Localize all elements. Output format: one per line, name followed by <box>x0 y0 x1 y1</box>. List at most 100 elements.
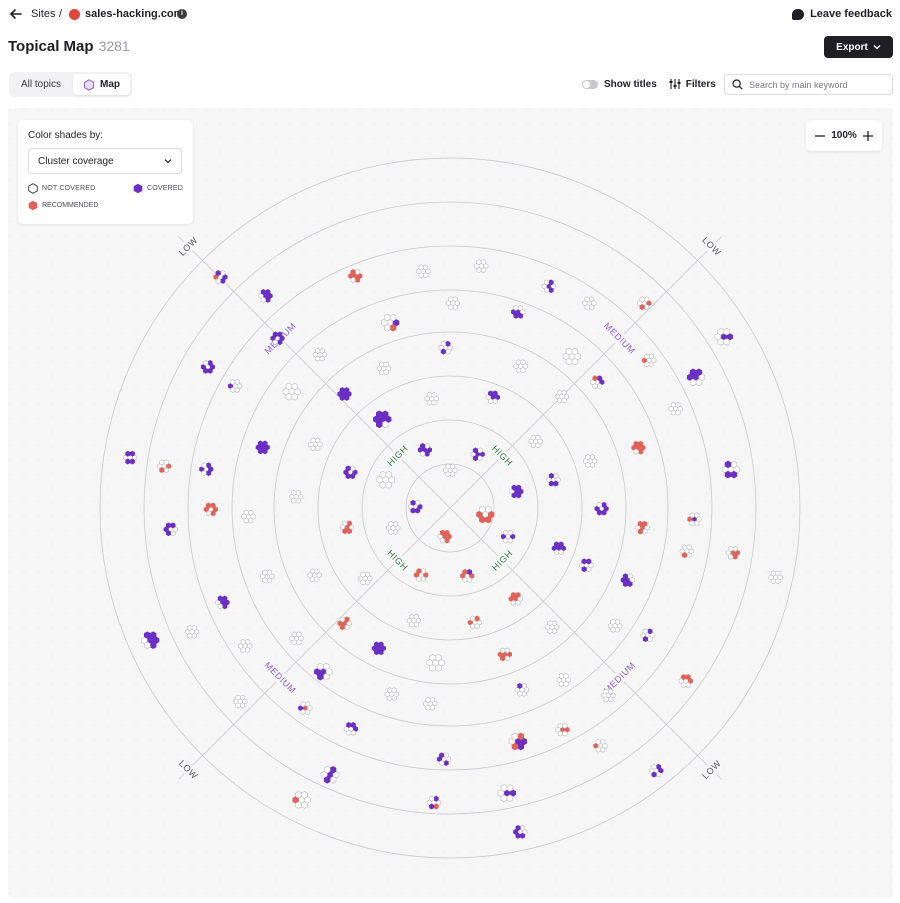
topic-hexagon <box>644 361 650 368</box>
topic-hexagon <box>516 492 522 499</box>
minus-icon[interactable] <box>813 129 827 143</box>
zone-label-medium-bg <box>601 659 639 697</box>
topic-hexagon <box>420 450 426 457</box>
topic-hexagon <box>423 264 429 271</box>
tab-all-topics[interactable]: All topics <box>11 74 71 95</box>
zone-label-high-bg <box>488 441 517 470</box>
topic-hexagon <box>329 765 337 774</box>
chat-bubble-icon <box>792 8 805 20</box>
topic-hexagon <box>603 688 609 695</box>
topic-hexagon <box>410 507 416 514</box>
hexagon-icon <box>83 78 95 91</box>
breadcrumb-site[interactable]: sales-hacking.com <box>85 8 184 20</box>
topic-hexagon <box>588 296 595 303</box>
topic-hexagon <box>383 369 389 376</box>
topic-hexagon <box>296 639 302 646</box>
topic-hexagon <box>392 528 399 535</box>
topic-hexagon <box>277 339 283 346</box>
topic-hexagon <box>686 544 692 551</box>
topic-hexagon <box>601 509 607 516</box>
topical-map-canvas[interactable]: HIGHMEDIUMLOWHIGHMEDIUMLOWHIGHMEDIUMLOWH… <box>8 108 893 898</box>
topic-hexagon <box>379 481 387 489</box>
topic-hexagon <box>262 440 268 447</box>
tab-map[interactable]: Map <box>73 74 131 95</box>
topic-hexagon <box>413 621 419 628</box>
info-icon[interactable]: i <box>177 9 187 19</box>
topic-hexagon <box>627 581 633 587</box>
map-ring <box>405 463 495 553</box>
topic-hexagon <box>364 579 371 586</box>
topic-hexagon <box>342 520 348 527</box>
topic-hexagon <box>466 576 473 583</box>
show-titles-toggle[interactable] <box>582 79 598 89</box>
topic-hexagon <box>339 394 345 401</box>
topic-hexagon <box>425 704 431 711</box>
topic-hexagon <box>240 646 246 653</box>
topical-map[interactable]: HIGHMEDIUMLOWHIGHMEDIUMLOWHIGHMEDIUMLOWH… <box>8 108 893 898</box>
topic-hexagon <box>424 443 430 449</box>
topic-hexagon <box>230 386 236 393</box>
topic-hexagon <box>723 327 730 336</box>
topic-hexagon <box>414 507 421 514</box>
topic-hexagon <box>565 357 573 366</box>
topic-hexagon <box>291 631 297 638</box>
topic-hexagon <box>163 467 169 474</box>
topic-hexagon <box>291 489 297 496</box>
topic-hexagon <box>648 353 654 360</box>
page-title: Topical Map <box>8 38 94 55</box>
breadcrumb-separator: / <box>59 8 63 20</box>
zoom-control: 100% <box>806 120 882 151</box>
topic-hexagon <box>500 655 506 662</box>
topic-hexagon <box>510 592 517 598</box>
topic-hexagon <box>414 499 421 506</box>
topic-hexagon <box>295 801 302 809</box>
topic-hexagon <box>670 401 677 408</box>
topic-hexagon <box>511 742 519 751</box>
topic-hexagon <box>492 390 498 397</box>
topic-hexagon <box>614 618 621 625</box>
show-titles-label[interactable]: Show titles <box>604 78 657 90</box>
topic-hexagon <box>504 647 510 654</box>
arrow-left-icon[interactable] <box>8 6 24 22</box>
topic-hexagon <box>388 521 394 527</box>
topic-hexagon <box>210 502 216 509</box>
color-shades-select[interactable]: Cluster coverage <box>28 148 182 174</box>
search-input[interactable] <box>749 79 889 90</box>
topic-hexagon <box>206 502 212 509</box>
topic-hexagon <box>445 340 451 347</box>
topic-hexagon <box>728 553 734 560</box>
topic-hexagon <box>350 465 356 472</box>
topic-hexagon <box>243 509 249 516</box>
topic-hexagon <box>503 529 509 536</box>
breadcrumb-sites[interactable]: Sites <box>31 8 56 20</box>
topic-hexagon <box>319 355 325 362</box>
topic-hexagon <box>210 510 216 517</box>
topic-hexagon <box>291 392 299 401</box>
leave-feedback-button[interactable]: Leave feedback <box>792 6 892 22</box>
topic-hexagon <box>581 558 587 565</box>
export-button[interactable]: Export <box>824 36 893 58</box>
topic-hexagon <box>346 520 352 527</box>
filters-button[interactable]: Filters <box>669 78 716 90</box>
topic-hexagon <box>601 501 607 508</box>
topic-hexagon <box>310 445 316 452</box>
topic-hexagon <box>381 420 389 429</box>
topic-hexagon <box>689 378 697 387</box>
topic-hexagon <box>240 702 246 709</box>
topic-hexagon <box>391 687 397 694</box>
topic-hexagon <box>642 628 649 635</box>
topic-hexagon <box>418 272 424 279</box>
topic-hexagon <box>129 458 135 465</box>
topic-hexagon <box>592 375 598 382</box>
topic-hexagon <box>553 541 560 548</box>
topic-hexagon <box>350 276 356 283</box>
filters-label: Filters <box>685 78 716 90</box>
topic-hexagon <box>517 682 523 689</box>
topic-hexagon <box>350 729 356 736</box>
topic-hexagon <box>378 649 384 656</box>
topic-hexagon <box>507 537 513 544</box>
topic-hexagon <box>637 528 643 535</box>
topic-hexagon <box>730 470 738 479</box>
plus-icon[interactable] <box>861 129 875 143</box>
zone-label-low-bg <box>176 758 200 782</box>
